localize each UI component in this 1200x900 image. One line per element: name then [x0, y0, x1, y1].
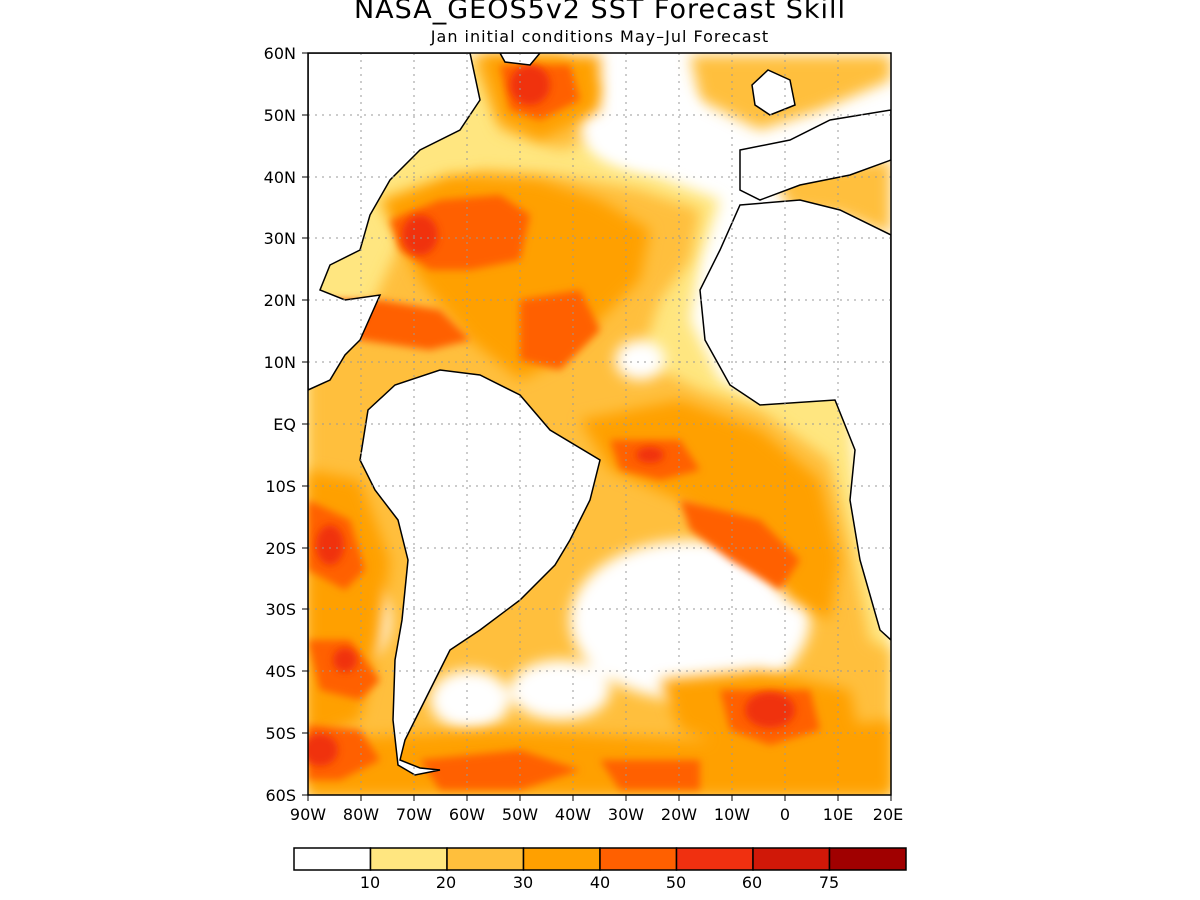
north-america: [308, 53, 481, 391]
lat-label: 60S: [265, 786, 296, 805]
lat-label: 20S: [265, 539, 296, 558]
longitude-labels: 90W 80W 70W 60W 50W 40W 30W 20W 10W 0 10…: [290, 805, 903, 824]
lon-label: 20E: [873, 805, 903, 824]
lat-label: 40S: [265, 662, 296, 681]
south-america: [359, 369, 601, 776]
lat-label: EQ: [273, 415, 296, 434]
legend-label: 50: [666, 873, 686, 892]
tick-marks: [302, 52, 892, 801]
lon-label: 70W: [396, 805, 432, 824]
legend-swatch: [293, 847, 372, 871]
lon-label: 30W: [608, 805, 644, 824]
lat-label: 20N: [264, 291, 296, 310]
chart-subtitle: Jan initial conditions May–Jul Forecast: [430, 27, 770, 46]
africa: [699, 199, 891, 642]
legend-label: 75: [819, 873, 839, 892]
lat-label: 30S: [265, 600, 296, 619]
greenland-tip: [499, 53, 541, 66]
land-masses: [308, 53, 891, 776]
lat-label: 50N: [264, 106, 296, 125]
chart-title: NASA_GEOS5v2 SST Forecast Skill: [353, 0, 847, 25]
legend-swatch: [752, 847, 831, 871]
lat-label: 10S: [265, 477, 296, 496]
color-legend: 10 20 30 40 50 60 75: [293, 847, 907, 892]
legend-swatch: [675, 847, 754, 871]
lon-label: 40W: [555, 805, 591, 824]
map-area: [308, 53, 891, 795]
lat-label: 60N: [264, 44, 296, 63]
lat-label: 10N: [264, 353, 296, 372]
legend-swatch: [828, 847, 907, 871]
legend-swatch: [369, 847, 448, 871]
legend-swatch: [446, 847, 525, 871]
lon-label: 10E: [823, 805, 853, 824]
legend-label: 60: [742, 873, 762, 892]
legend-swatch: [599, 847, 678, 871]
legend-label: 40: [590, 873, 610, 892]
legend-label: 30: [513, 873, 533, 892]
british-isles: [751, 69, 796, 116]
map-grid: [308, 53, 891, 795]
lon-label: 60W: [449, 805, 485, 824]
lon-label: 90W: [290, 805, 326, 824]
lat-label: 50S: [265, 724, 296, 743]
legend-label: 20: [436, 873, 456, 892]
lon-label: 20W: [661, 805, 697, 824]
lon-label: 80W: [343, 805, 379, 824]
lon-label: 50W: [502, 805, 538, 824]
lat-label: 30N: [264, 229, 296, 248]
lon-label: 0: [780, 805, 790, 824]
legend-label: 10: [360, 873, 380, 892]
legend-swatch: [522, 847, 601, 871]
lat-label: 40N: [264, 168, 296, 187]
lon-label: 10W: [714, 805, 750, 824]
latitude-labels: 60N 50N 40N 30N 20N 10N EQ 10S 20S 30S 4…: [264, 44, 296, 805]
